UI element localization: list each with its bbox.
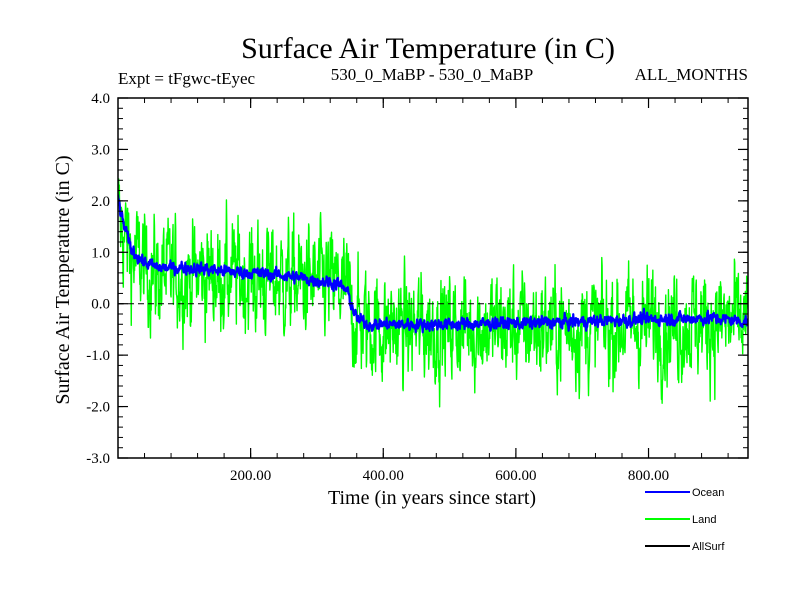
months-label: ALL_MONTHS (635, 65, 748, 84)
legend: Ocean Land AllSurf (645, 487, 725, 553)
plot-data (118, 178, 748, 408)
comparison-label: 530_0_MaBP - 530_0_MaBP (331, 65, 533, 84)
chart-title: Surface Air Temperature (in C) (241, 32, 615, 65)
x-tick-label: 600.00 (495, 468, 536, 484)
y-tick-label: 3.0 (91, 142, 110, 158)
plot-frame (117, 97, 749, 459)
y-tick-label: 0.0 (91, 297, 110, 313)
y-tick-label: -3.0 (86, 451, 110, 467)
y-tick-label: -2.0 (86, 400, 110, 416)
y-tick-label: 1.0 (91, 245, 110, 261)
y-tick-label: 4.0 (91, 91, 110, 107)
legend-label-ocean: Ocean (692, 487, 724, 499)
x-tick-label: 400.00 (363, 468, 404, 484)
x-tick-label: 800.00 (628, 468, 669, 484)
y-tick-label: 2.0 (91, 194, 110, 210)
legend-label-allsurf: AllSurf (692, 541, 725, 553)
x-axis-title: Time (in years since start) (328, 487, 536, 509)
experiment-label: Expt = tFgwc-tEyec (118, 69, 256, 88)
series-line-ocean (118, 194, 748, 334)
legend-label-land: Land (692, 514, 716, 526)
axes: 4.0 3.0 2.0 1.0 0.0 -1.0 -2.0 -3.0 200.00 400.00 6… (86, 91, 749, 484)
y-tick-label: -1.0 (86, 348, 110, 364)
series-group (118, 178, 748, 408)
x-tick-label: 200.00 (230, 468, 271, 484)
y-axis-title: Surface Air Temperature (in C) (52, 155, 74, 404)
